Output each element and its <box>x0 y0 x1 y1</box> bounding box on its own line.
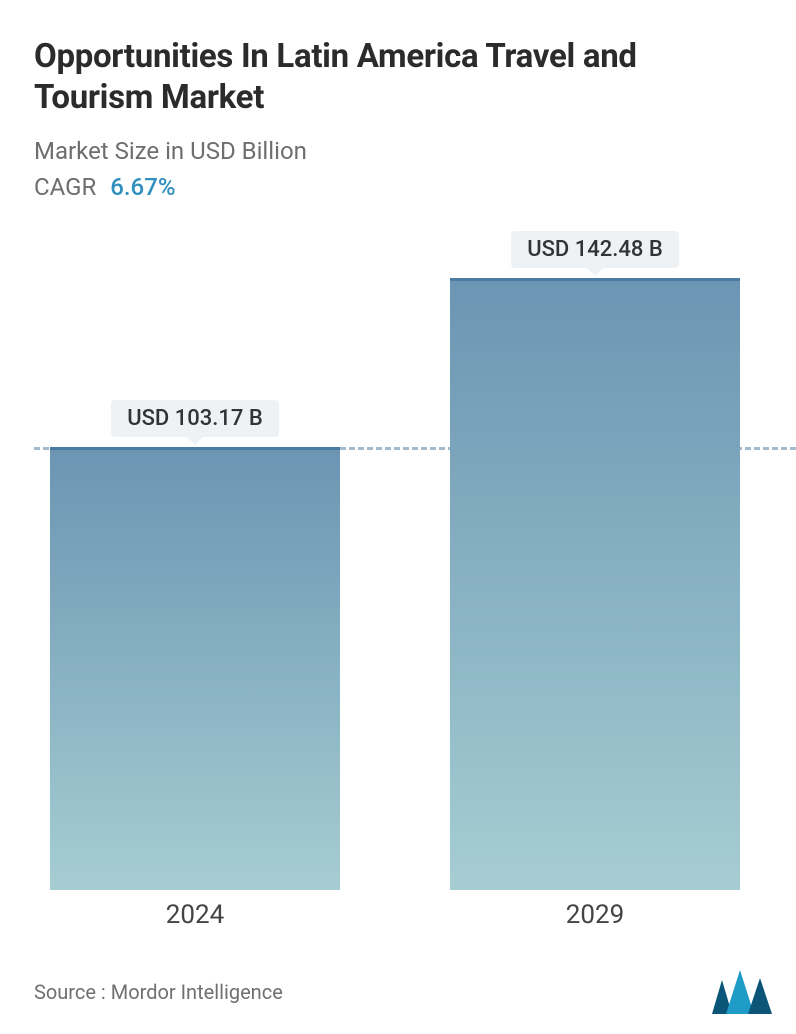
footer: Source : Mordor Intelligence <box>34 970 776 1014</box>
cagr-value: 6.67% <box>110 173 175 201</box>
chart-container: Opportunities In Latin America Travel an… <box>0 0 796 1034</box>
cagr-label: CAGR <box>34 173 96 201</box>
value-label-2029: USD 142.48 B <box>511 231 679 268</box>
cagr-line: CAGR 6.67% <box>34 173 762 201</box>
value-label-2024: USD 103.17 B <box>111 400 279 437</box>
bar-group-2029: USD 142.48 B <box>450 231 740 890</box>
brand-logo-icon <box>712 970 776 1014</box>
bars-group: USD 103.17 B USD 142.48 B <box>50 240 750 890</box>
x-label-2029: 2029 <box>450 900 740 930</box>
chart-title: Opportunities In Latin America Travel an… <box>34 36 762 119</box>
chart-area: USD 103.17 B USD 142.48 B <box>34 240 796 890</box>
chart-subtitle: Market Size in USD Billion <box>34 137 762 165</box>
bar-group-2024: USD 103.17 B <box>50 400 340 890</box>
bar-2024 <box>50 447 340 890</box>
x-axis-labels: 2024 2029 <box>34 900 764 930</box>
x-label-2024: 2024 <box>50 900 340 930</box>
source-text: Source : Mordor Intelligence <box>34 980 283 1004</box>
bar-2029 <box>450 278 740 890</box>
